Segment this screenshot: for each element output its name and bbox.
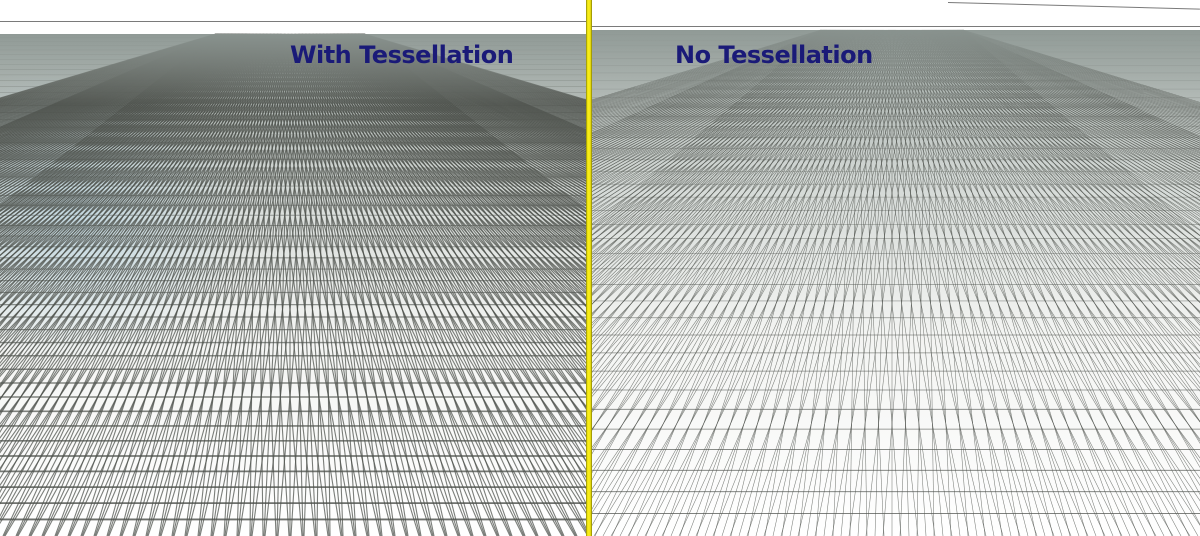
terrain-mesh-tessellated bbox=[0, 33, 586, 536]
split-divider[interactable] bbox=[586, 0, 592, 536]
mesh-lines bbox=[0, 33, 586, 536]
viewport-no-tessellation: No Tessellation bbox=[592, 0, 1200, 536]
terrain-mesh-standard bbox=[592, 29, 1200, 536]
panel-title-with-tessellation: With Tessellation bbox=[290, 41, 514, 69]
horizon-haze bbox=[0, 34, 586, 104]
mesh-lines bbox=[592, 29, 1200, 536]
horizon-haze bbox=[592, 30, 1200, 110]
horizon-line bbox=[0, 21, 586, 22]
panel-title-no-tessellation: No Tessellation bbox=[675, 41, 873, 69]
viewport-with-tessellation: With Tessellation bbox=[0, 0, 586, 536]
horizon-line bbox=[592, 26, 1200, 27]
sky bbox=[0, 0, 586, 34]
